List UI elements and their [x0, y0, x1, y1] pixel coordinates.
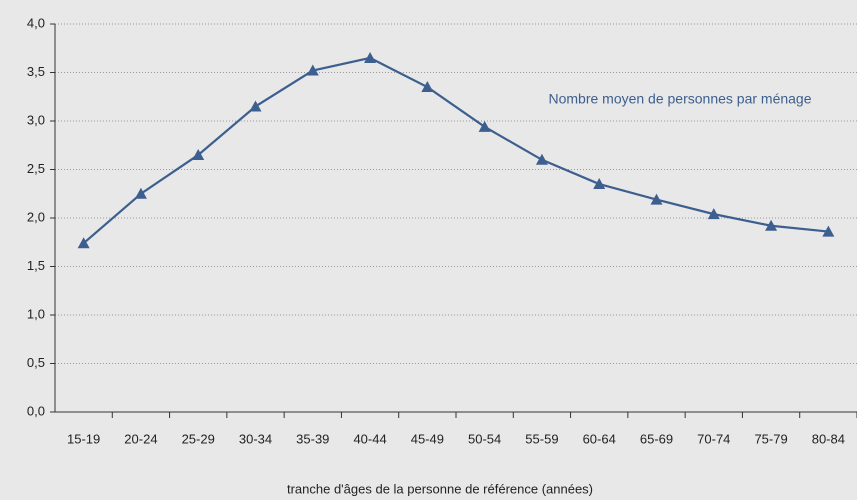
marker — [478, 120, 491, 132]
y-tick-label: 4,0 — [27, 15, 45, 30]
x-tick-label: 60-64 — [583, 431, 616, 446]
x-tick-label: 35-39 — [296, 431, 329, 446]
x-tick-label: 15-19 — [67, 431, 100, 446]
y-tick-label: 0,5 — [27, 355, 45, 370]
y-tick-label: 3,5 — [27, 64, 45, 79]
y-tick-label: 0,0 — [27, 403, 45, 418]
marker — [535, 153, 548, 165]
x-tick-label: 30-34 — [239, 431, 272, 446]
x-tick-label: 45-49 — [411, 431, 444, 446]
marker — [306, 64, 319, 76]
y-tick-label: 2,0 — [27, 209, 45, 224]
x-tick-label: 80-84 — [812, 431, 845, 446]
y-tick-label: 2,5 — [27, 161, 45, 176]
y-tick-label: 1,5 — [27, 258, 45, 273]
x-tick-label: 20-24 — [124, 431, 157, 446]
x-tick-label: 55-59 — [525, 431, 558, 446]
x-tick-label: 50-54 — [468, 431, 501, 446]
marker — [134, 187, 147, 199]
marker — [707, 208, 720, 220]
marker — [249, 100, 262, 112]
x-tick-label: 65-69 — [640, 431, 673, 446]
marker — [822, 225, 835, 237]
x-tick-label: 40-44 — [353, 431, 386, 446]
y-tick-label: 1,0 — [27, 306, 45, 321]
legend-label: Nombre moyen de personnes par ménage — [548, 91, 811, 107]
marker — [192, 148, 205, 160]
marker — [421, 81, 434, 93]
marker — [364, 51, 377, 63]
x-tick-label: 75-79 — [754, 431, 787, 446]
marker — [650, 193, 663, 205]
marker — [593, 178, 606, 190]
marker — [765, 219, 778, 231]
x-tick-label: 70-74 — [697, 431, 730, 446]
x-tick-label: 25-29 — [182, 431, 215, 446]
x-axis-title: tranche d'âges de la personne de référen… — [287, 481, 593, 496]
marker — [77, 237, 90, 249]
line — [82, 56, 829, 245]
y-tick-label: 3,0 — [27, 112, 45, 127]
